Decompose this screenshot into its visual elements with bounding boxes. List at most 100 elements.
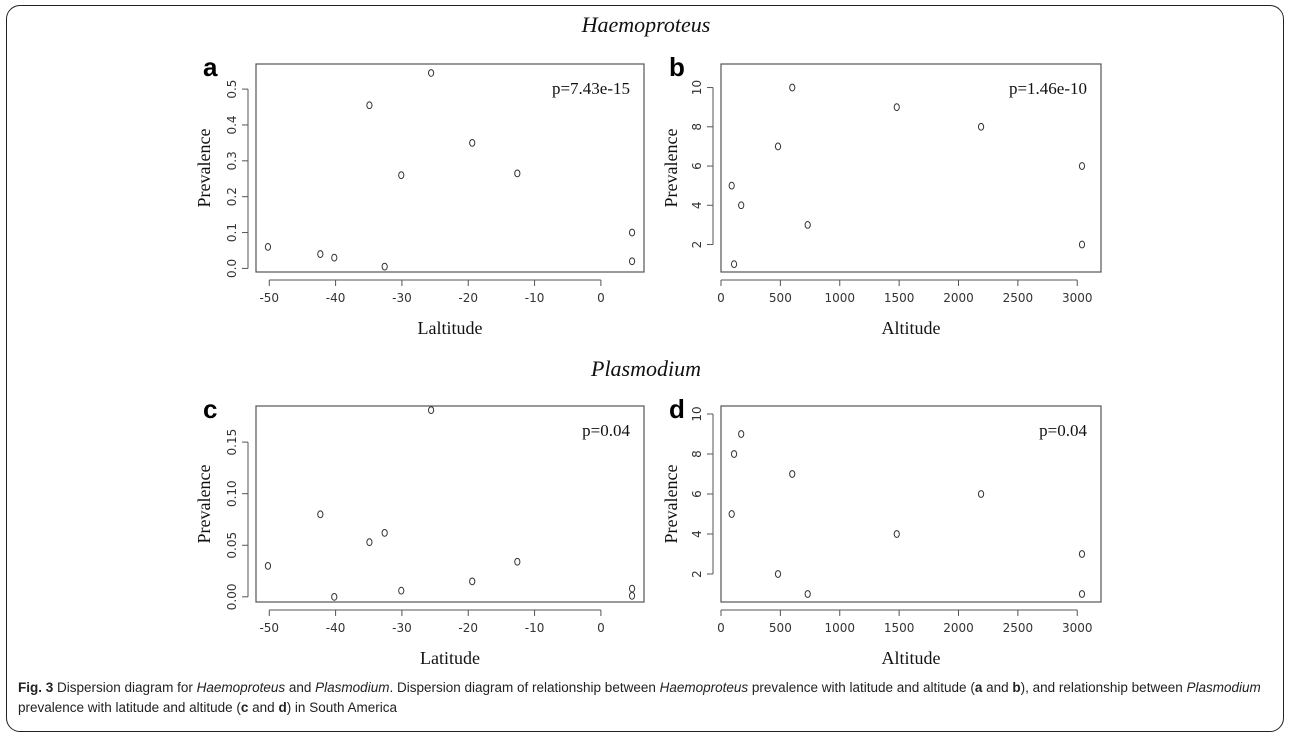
data-point (398, 171, 405, 180)
data-point (366, 538, 373, 547)
scatter-plot-d: 0 500 1000 1500 2000 2500 3000 2 4 6 8 10 Altitude Pr… (661, 405, 1102, 668)
data-point (730, 260, 738, 269)
y-tick-label: 0.05 (225, 532, 239, 559)
data-point (514, 169, 521, 178)
data-point (789, 470, 796, 478)
data-point (1078, 590, 1086, 598)
data-point (1078, 240, 1086, 249)
data-point (893, 530, 900, 538)
y-tick-label: 2 (690, 570, 704, 578)
y-tick-label: 0.10 (225, 480, 239, 507)
x-tick-label: 0 (597, 291, 605, 305)
x-axis-label: Altitude (882, 318, 941, 338)
caption-fragment: Dispersion diagram for (53, 680, 197, 695)
plot-frame (720, 405, 1102, 603)
caption-fragment: d (278, 700, 287, 715)
x-tick-label: 1500 (884, 291, 915, 305)
x-tick-label: 3000 (1062, 621, 1093, 635)
panel-letter-d: d (669, 394, 685, 424)
y-tick-label: 6 (690, 490, 704, 498)
x-tick-label: 500 (769, 621, 792, 635)
x-tick-label: 2000 (943, 291, 974, 305)
data-point (789, 83, 796, 92)
x-tick-label: -20 (458, 621, 478, 635)
y-tick-label: 10 (690, 80, 704, 95)
data-point (977, 122, 985, 131)
x-tick-label: 0 (597, 621, 605, 635)
panel-letter-a: a (203, 52, 218, 82)
data-point (728, 510, 735, 518)
data-point (893, 103, 900, 112)
caption-body: Dispersion diagram for Haemoproteus and … (18, 680, 1261, 715)
data-point (398, 586, 405, 595)
y-tick-label: 0.3 (225, 151, 239, 170)
data-point (730, 450, 738, 458)
scatter-plot-c: -50 -40 -30 -20 -10 0 0.00 0.05 0.10 0.15 Latitude… (194, 405, 645, 668)
caption-fragment: prevalence with latitude and altitude ( (748, 680, 975, 695)
x-tick-label: 500 (769, 291, 792, 305)
y-axis-label: Prevalence (194, 129, 214, 208)
x-tick-label: 1500 (884, 621, 915, 635)
data-point (804, 221, 811, 229)
y-axis-label: Prevalence (194, 465, 214, 544)
x-axis-label: Altitude (882, 648, 941, 668)
data-point (427, 69, 435, 77)
panel-letter-b: b (669, 52, 685, 82)
p-value-annotation: p=1.46e-10 (1009, 79, 1087, 98)
p-value-annotation: p=0.04 (582, 421, 630, 440)
panel-letter-c: c (203, 394, 218, 424)
x-tick-label: 2500 (1003, 621, 1034, 635)
figure-frame (6, 5, 1284, 732)
x-tick-label: -20 (458, 291, 478, 305)
data-point (728, 181, 735, 190)
scatter-plot-a: -50 -40 -30 -20 -10 0 0.0 0.1 0.2 0.3 0.4 0.5 Laltit… (194, 63, 645, 338)
caption-fragment: Haemoproteus (659, 680, 749, 695)
y-tick-label: 4 (690, 530, 704, 538)
data-point (514, 557, 521, 566)
data-point (738, 430, 745, 438)
y-tick-label: 0.1 (225, 223, 239, 242)
caption-fragment: Plasmodium (315, 680, 390, 695)
data-point (331, 253, 338, 262)
x-tick-label: -30 (392, 291, 412, 305)
x-axis-label: Latitude (420, 648, 480, 668)
data-point (774, 570, 782, 578)
x-axis-label: Laltitude (418, 318, 483, 338)
data-point (628, 257, 636, 266)
caption-fragment: and (248, 700, 279, 715)
x-tick-label: 3000 (1062, 291, 1093, 305)
data-point (977, 490, 985, 498)
y-tick-label: 2 (690, 241, 704, 249)
data-point (331, 592, 338, 601)
caption-fragment: ) in South America (286, 700, 397, 715)
caption-fragment: a (974, 680, 983, 695)
p-value-annotation: p=0.04 (1039, 421, 1087, 440)
p-value-annotation: p=7.43e-15 (552, 79, 630, 98)
figure-caption: Fig. 3 Dispersion diagram for Haemoprote… (18, 678, 1268, 718)
data-point (317, 250, 324, 258)
data-point (317, 510, 324, 519)
y-tick-label: 8 (690, 450, 704, 458)
y-tick-label: 0.4 (225, 115, 239, 134)
plot-frame (720, 63, 1102, 273)
caption-label: Fig. 3 (18, 680, 54, 695)
x-tick-label: 0 (717, 621, 725, 635)
x-tick-label: -10 (525, 291, 545, 305)
y-axis-label: Prevalence (661, 465, 681, 544)
caption-fragment: Plasmodium (1186, 680, 1261, 695)
section-title-plasmodium: Plasmodium (591, 356, 701, 381)
x-tick-label: -50 (259, 621, 279, 635)
data-point (628, 228, 636, 237)
caption-fragment: and (982, 680, 1013, 695)
scatter-plot-b: 0 500 1000 1500 2000 2500 3000 2 4 6 8 10 Altitude Pr… (661, 63, 1102, 338)
x-tick-label: -10 (525, 621, 545, 635)
data-point (366, 101, 373, 110)
x-tick-label: 1000 (824, 621, 855, 635)
data-point (381, 262, 388, 271)
x-tick-label: 0 (717, 291, 725, 305)
y-axis-label: Prevalence (661, 129, 681, 208)
y-tick-label: 0.5 (225, 80, 239, 99)
caption-fragment: prevalence with latitude and altitude ( (18, 700, 241, 715)
data-point (427, 406, 435, 415)
x-tick-label: -50 (259, 291, 279, 305)
